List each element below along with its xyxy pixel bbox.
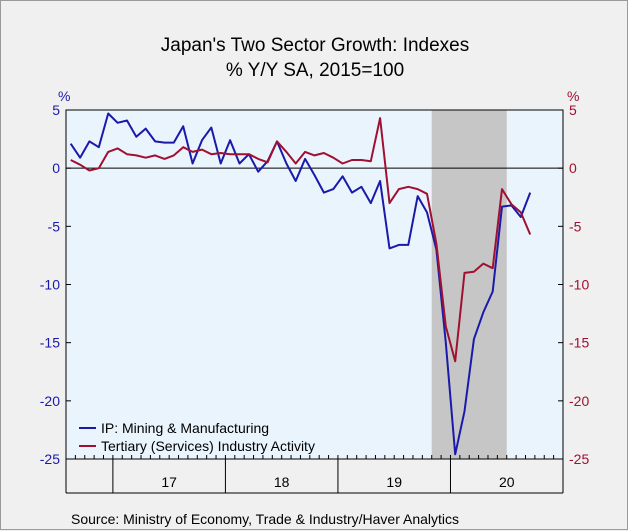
right-tick-label: -20 bbox=[569, 393, 589, 409]
right-tick-label: -10 bbox=[569, 277, 589, 293]
chart-subtitle: % Y/Y SA, 2015=100 bbox=[226, 60, 404, 81]
right-axis-unit: % bbox=[567, 88, 579, 104]
source-note: Source: Ministry of Economy, Trade & Ind… bbox=[71, 511, 459, 527]
left-axis-unit: % bbox=[58, 88, 70, 104]
legend: IP: Mining & Manufacturing Tertiary (Serv… bbox=[79, 420, 315, 454]
right-tick-label: -5 bbox=[569, 218, 582, 234]
left-tick-label: -15 bbox=[40, 335, 60, 351]
right-tick-label: 0 bbox=[569, 160, 577, 176]
right-tick-label: -15 bbox=[569, 335, 589, 351]
left-tick-label: 5 bbox=[52, 102, 60, 118]
legend-label: IP: Mining & Manufacturing bbox=[101, 420, 269, 436]
x-axis: 17 18 19 20 bbox=[65, 455, 564, 494]
recession-band bbox=[431, 110, 507, 459]
year-label: 18 bbox=[274, 474, 290, 490]
year-label: 19 bbox=[386, 474, 402, 490]
left-tick-label: -25 bbox=[40, 451, 60, 467]
year-label: 20 bbox=[499, 474, 515, 490]
year-label: 17 bbox=[161, 474, 177, 490]
series-line-1 bbox=[69, 112, 532, 456]
right-tick-label: 5 bbox=[569, 102, 577, 118]
left-tick-label: -5 bbox=[48, 218, 61, 234]
series-lines bbox=[69, 112, 532, 456]
legend-label: Tertiary (Services) Industry Activity bbox=[101, 438, 315, 454]
left-axis: 5 0 -5 -10 -15 -20 -25 bbox=[40, 102, 71, 467]
left-tick-label: 0 bbox=[52, 160, 60, 176]
right-tick-label: -25 bbox=[569, 451, 589, 467]
series-line-2 bbox=[70, 117, 532, 363]
left-tick-label: -20 bbox=[40, 393, 60, 409]
left-tick-label: -10 bbox=[40, 277, 60, 293]
right-axis: 5 0 -5 -10 -15 -20 -25 bbox=[558, 102, 589, 467]
chart-title: Japan's Two Sector Growth: Indexes bbox=[161, 35, 470, 56]
